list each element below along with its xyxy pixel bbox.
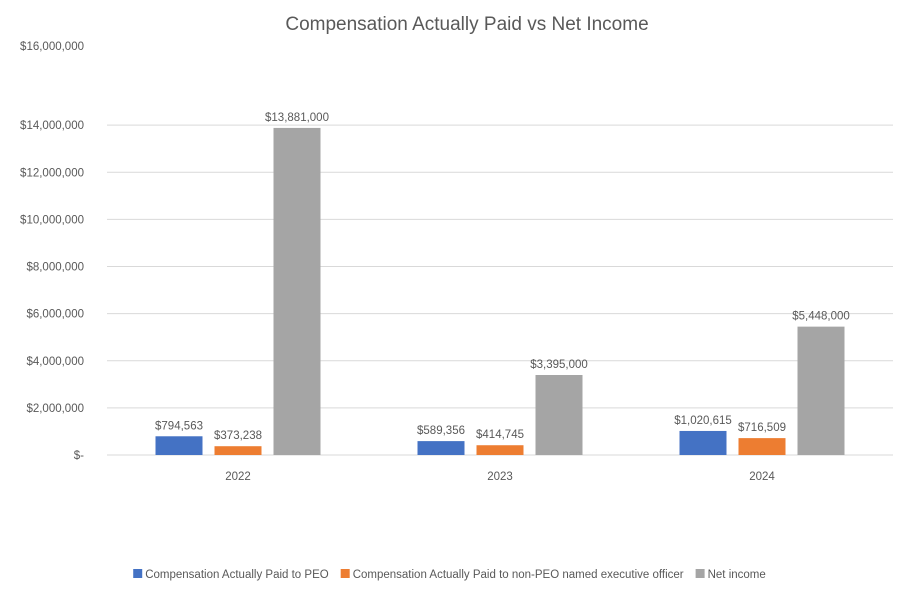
x-tick-label: 2023 [487,471,513,483]
legend-item: Net income [695,569,766,581]
bar [155,436,203,455]
y-tick-label: $4,000,000 [26,356,84,368]
y-tick-label: $12,000,000 [20,167,84,179]
legend-swatch [695,569,705,578]
data-label: $5,448,000 [792,311,850,323]
y-tick-label: $10,000,000 [20,214,84,226]
gridlines [107,124,893,456]
data-label: $716,509 [738,422,786,434]
data-label: $13,881,000 [265,112,329,124]
legend-swatch [133,569,143,578]
legend-label: Net income [708,569,766,581]
data-label: $589,356 [417,425,465,437]
bar [214,446,262,455]
bar [476,445,524,455]
data-label: $3,395,000 [530,359,588,371]
data-label: $1,020,615 [674,415,732,427]
y-tick-label: $8,000,000 [26,262,84,274]
chart-title: Compensation Actually Paid vs Net Income [285,14,648,35]
bars [155,127,845,455]
bar [738,438,786,455]
data-label: $373,238 [214,430,262,442]
data-label: $794,563 [155,420,203,432]
legend: Compensation Actually Paid to PEO Compens… [133,569,766,581]
legend-label: Compensation Actually Paid to non-PEO na… [353,569,684,581]
x-tick-label: 2024 [749,471,775,483]
legend-swatch [340,569,350,578]
y-tick-label: $2,000,000 [26,403,84,415]
bar [797,326,845,455]
data-label: $414,745 [476,429,524,441]
bar [417,441,465,455]
y-axis-tick-labels: $- $2,000,000 $4,000,000 $6,000,000 $8,000,0… [20,41,84,462]
x-tick-label: 2022 [225,471,251,483]
bar [535,375,583,455]
legend-item: Compensation Actually Paid to PEO [133,569,329,581]
legend-item: Compensation Actually Paid to non-PEO na… [340,569,684,581]
data-labels: $794,563 $373,238 $13,881,000 $589,356 $414,… [155,112,850,442]
y-tick-label: $16,000,000 [20,41,84,53]
legend-label: Compensation Actually Paid to PEO [145,569,329,581]
y-tick-label: $- [74,450,84,462]
bar [273,127,321,455]
x-axis-tick-labels: 2022 2023 2024 [225,471,775,483]
y-tick-label: $6,000,000 [26,309,84,321]
y-tick-label: $14,000,000 [20,120,84,132]
bar [679,430,727,455]
